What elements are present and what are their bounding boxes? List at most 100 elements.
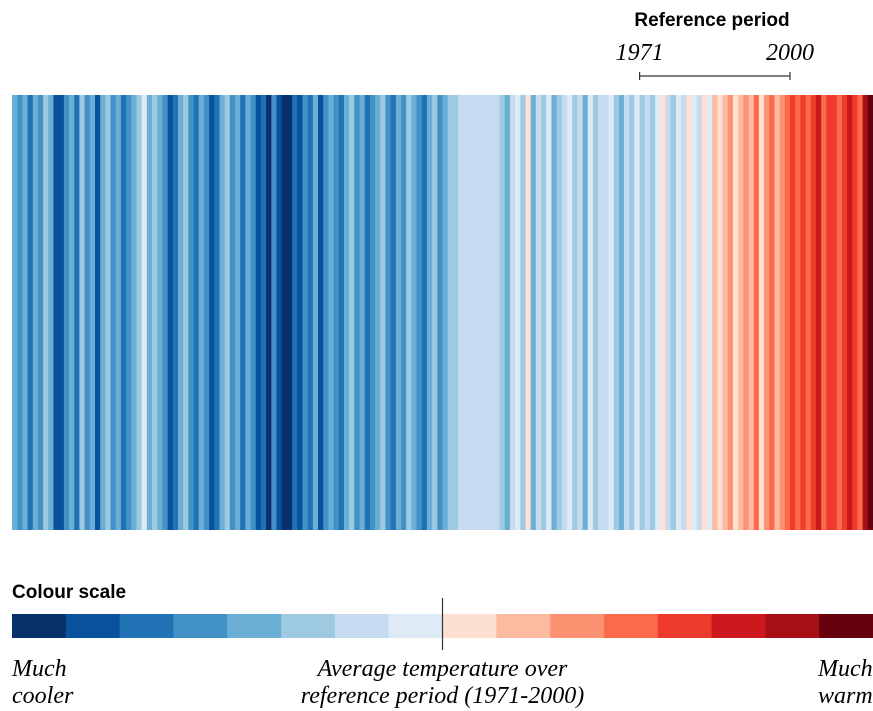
stripe <box>235 95 241 530</box>
stripe <box>63 95 70 530</box>
stripe <box>188 95 195 530</box>
stripe <box>478 95 485 530</box>
stripe <box>421 95 428 530</box>
stripe <box>369 95 376 530</box>
stripe <box>790 95 796 530</box>
stripe <box>784 95 791 530</box>
scale-swatch <box>550 614 605 638</box>
stripe <box>452 95 459 530</box>
stripe <box>79 95 86 530</box>
stripe <box>354 95 361 530</box>
stripe <box>722 95 729 530</box>
stripe <box>660 95 667 530</box>
reference-year: 2000 <box>766 40 814 66</box>
stripe <box>333 95 340 530</box>
stripe <box>525 95 532 530</box>
scale-swatch <box>657 614 713 638</box>
stripe <box>209 95 215 530</box>
stripe <box>551 95 558 530</box>
scale-swatch <box>819 614 873 638</box>
stripe <box>219 95 226 530</box>
stripe <box>281 95 288 530</box>
stripe <box>323 95 329 530</box>
stripe <box>276 95 283 530</box>
stripe <box>131 95 138 530</box>
stripe <box>758 95 765 530</box>
stripe <box>240 95 247 530</box>
stripe <box>193 95 200 530</box>
stripe <box>520 95 527 530</box>
scale-swatch <box>711 614 766 638</box>
stripe <box>115 95 122 530</box>
stripe <box>686 95 693 530</box>
stripe <box>390 95 397 530</box>
stripe <box>110 95 117 530</box>
stripe <box>447 95 454 530</box>
stripe <box>629 95 636 530</box>
stripe <box>198 95 205 530</box>
stripe <box>774 95 781 530</box>
scale-label: Average temperature over <box>316 656 568 682</box>
stripe <box>572 95 578 530</box>
stripe <box>546 95 553 530</box>
stripe <box>32 95 39 530</box>
stripe <box>260 95 267 530</box>
stripe <box>385 95 392 530</box>
stripe <box>307 95 314 530</box>
stripe <box>359 95 366 530</box>
stripe <box>707 95 713 530</box>
stripe <box>541 95 547 530</box>
stripe <box>603 95 610 530</box>
stripe <box>89 95 96 530</box>
stripe <box>401 95 407 530</box>
stripe <box>582 95 589 530</box>
stripe <box>618 95 625 530</box>
stripe <box>535 95 542 530</box>
stripe <box>494 95 501 530</box>
stripe <box>183 95 189 530</box>
stripe <box>810 95 817 530</box>
stripe <box>655 95 661 530</box>
stripe <box>136 95 143 530</box>
scale-swatch <box>119 614 174 638</box>
stripe <box>411 95 418 530</box>
stripe <box>592 95 599 530</box>
stripe <box>743 95 750 530</box>
stripe <box>126 95 132 530</box>
stripe <box>779 95 786 530</box>
scale-label: Much <box>817 656 873 682</box>
scale-label: reference period (1971-2000) <box>301 683 584 709</box>
stripe <box>437 95 444 530</box>
stripe <box>608 95 615 530</box>
stripe <box>852 95 859 530</box>
stripe <box>406 95 412 530</box>
stripe <box>727 95 734 530</box>
stripe <box>302 95 309 530</box>
stripe <box>561 95 568 530</box>
stripe <box>17 95 23 530</box>
stripe <box>795 95 801 530</box>
stripe <box>426 95 433 530</box>
stripe <box>857 95 864 530</box>
scale-swatch <box>173 614 228 638</box>
scale-swatch <box>334 614 390 638</box>
stripe <box>468 95 475 530</box>
stripe <box>639 95 646 530</box>
stripe <box>598 95 604 530</box>
stripe <box>515 95 521 530</box>
stripe <box>167 95 174 530</box>
stripe <box>587 95 594 530</box>
stripe <box>416 95 423 530</box>
stripe <box>27 95 34 530</box>
stripe <box>509 95 516 530</box>
stripe <box>120 95 127 530</box>
scale-swatch <box>281 614 336 638</box>
stripe <box>53 95 60 530</box>
stripe <box>338 95 345 530</box>
stripe <box>224 95 231 530</box>
stripe <box>69 95 75 530</box>
stripe <box>489 95 495 530</box>
stripe <box>349 95 355 530</box>
